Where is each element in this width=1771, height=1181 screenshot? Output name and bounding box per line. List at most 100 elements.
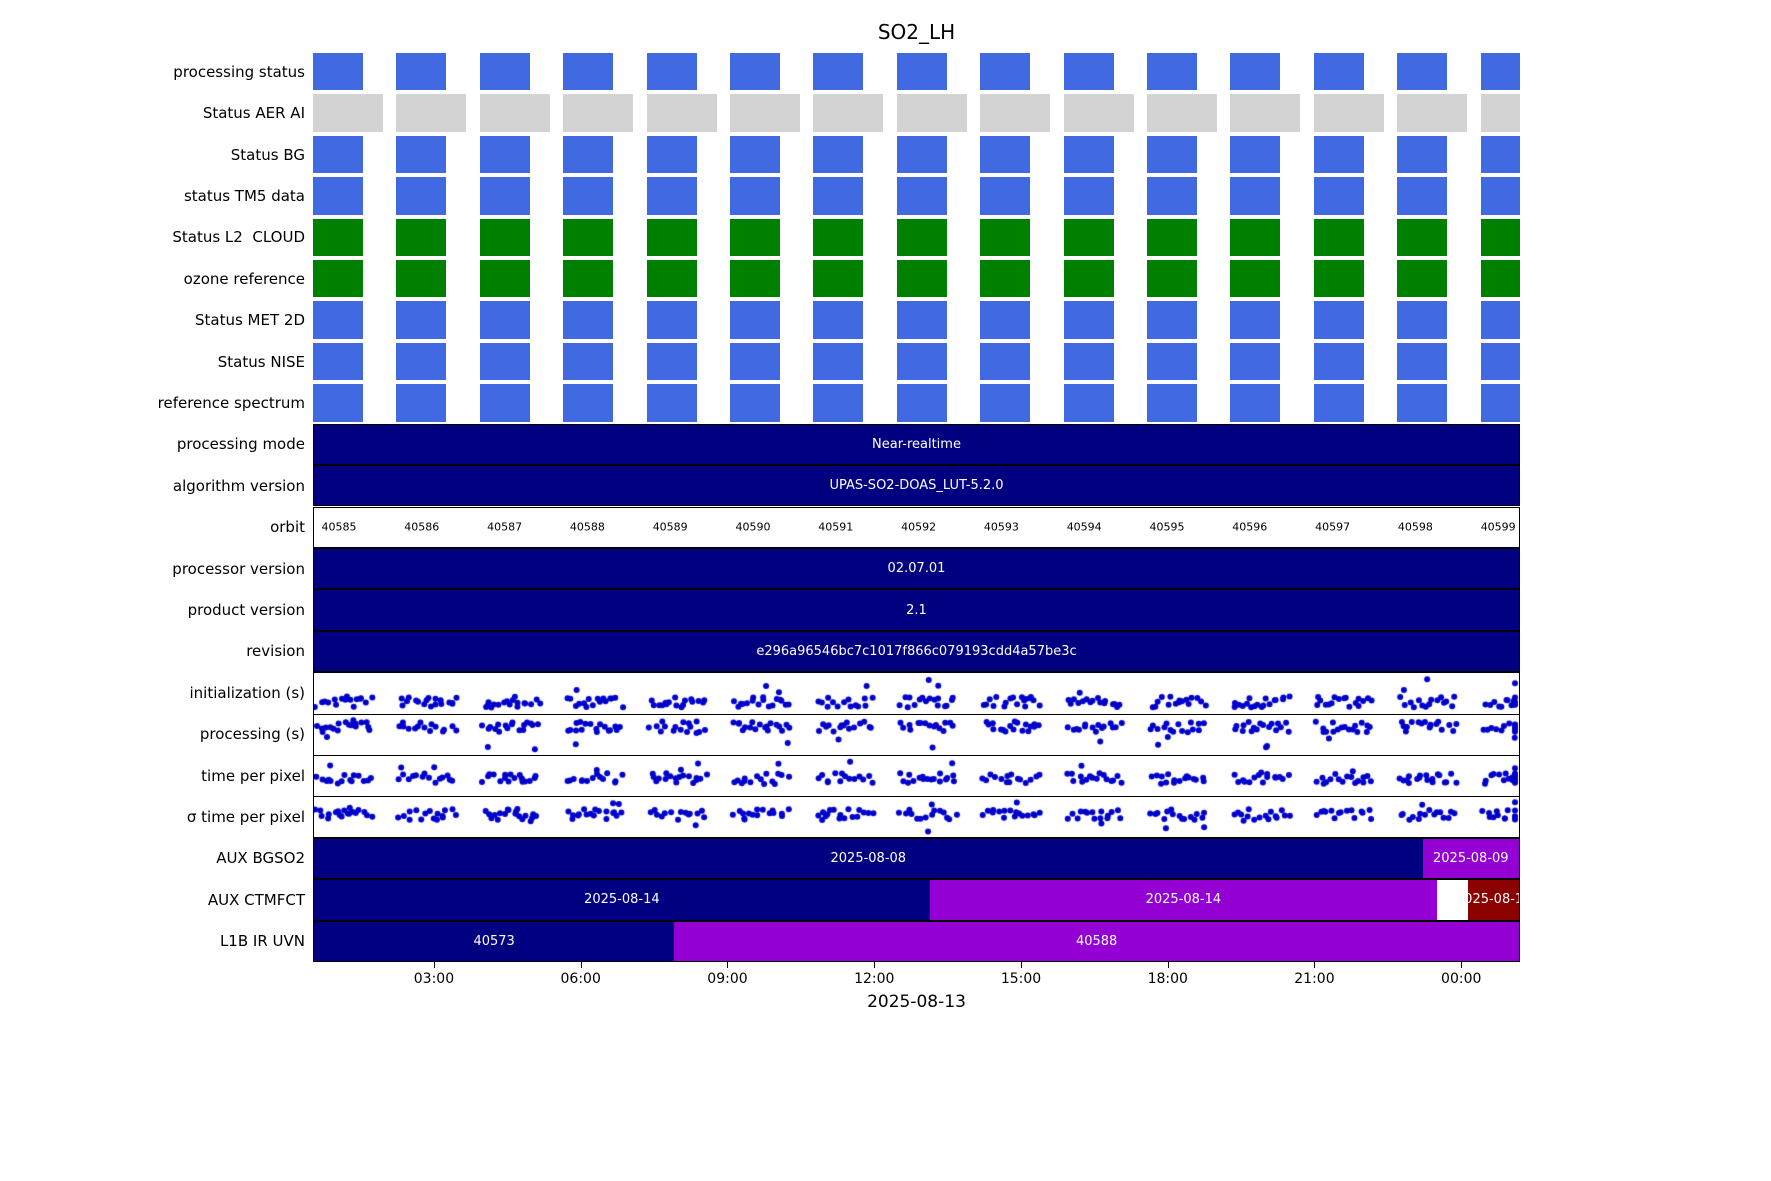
- status-block: [896, 135, 947, 174]
- status-block: [1063, 177, 1114, 215]
- status-block: [313, 135, 363, 174]
- status-block: [1230, 384, 1281, 422]
- x-axis-tick: [1021, 962, 1023, 968]
- segment-aux-bgso2: 2025-08-08: [314, 838, 1423, 879]
- status-block: [896, 218, 947, 257]
- row-revision: e296a96546bc7c1017f866c079193cdd4a57be3c: [313, 630, 1520, 673]
- row-label-reference-spectrum: reference spectrum: [157, 393, 305, 412]
- status-block: [896, 260, 947, 298]
- status-block: [563, 177, 614, 215]
- chart-title: SO2_LH: [877, 20, 956, 44]
- status-block: [396, 384, 447, 422]
- status-block: [396, 218, 447, 257]
- status-block: [563, 94, 634, 132]
- status-block: [1313, 135, 1364, 174]
- status-block: [396, 53, 447, 91]
- orbit-number: 40585: [321, 520, 357, 534]
- status-block: [1397, 218, 1448, 257]
- status-block: [1230, 301, 1281, 339]
- row-status-nise: [313, 341, 1520, 382]
- status-block: [313, 342, 363, 381]
- status-block: [980, 135, 1031, 174]
- status-block: [646, 384, 697, 422]
- status-block: [980, 218, 1031, 257]
- status-block: [980, 384, 1031, 422]
- segment-l1b-ir-uvn: 40588: [674, 921, 1519, 961]
- status-block: [730, 342, 780, 381]
- status-block: [313, 53, 363, 91]
- status-block: [1230, 53, 1281, 91]
- x-axis-tick-label: 15:00: [1000, 971, 1042, 987]
- status-block: [980, 94, 1051, 132]
- status-block: [313, 218, 363, 257]
- status-block: [730, 135, 780, 174]
- row-label-status-nise: Status NISE: [217, 352, 305, 371]
- status-block: [1313, 342, 1364, 381]
- row-label-ozone-reference: ozone reference: [183, 269, 305, 288]
- status-block: [646, 301, 697, 339]
- orbit-number: 40595: [1149, 520, 1185, 534]
- status-block: [980, 260, 1031, 298]
- orbit-number: 40596: [1232, 520, 1268, 534]
- status-block: [813, 53, 864, 91]
- status-block: [479, 301, 530, 339]
- status-block: [980, 301, 1031, 339]
- status-block: [730, 53, 780, 91]
- status-block: [730, 94, 800, 132]
- status-block: [1397, 342, 1448, 381]
- status-block: [563, 301, 614, 339]
- status-block: [1313, 53, 1364, 91]
- bar-processor-version: 02.07.01: [313, 547, 1520, 590]
- status-block: [813, 218, 864, 257]
- status-block: [896, 177, 947, 215]
- status-block: [1147, 301, 1197, 339]
- row-label-orbit: orbit: [270, 518, 305, 537]
- row-status-l2-cloud: [313, 217, 1520, 258]
- status-block: [563, 53, 614, 91]
- segments-aux-bgso2: 2025-08-08 2025-08-09: [313, 837, 1520, 880]
- x-axis-label: 2025-08-13: [867, 992, 966, 1012]
- status-block: [646, 177, 697, 215]
- status-block: [730, 384, 780, 422]
- segments-l1b-ir-uvn: 40573 40588: [313, 920, 1520, 962]
- row-label-aux-bgso2: AUX BGSO2: [216, 849, 305, 868]
- row-label-l1b-ir-uvn: L1B IR UVN: [219, 932, 305, 951]
- status-block: [1480, 342, 1520, 381]
- x-axis-tick: [1461, 962, 1463, 968]
- status-block: [730, 218, 780, 257]
- status-block: [479, 384, 530, 422]
- row-status-tm5-data: [313, 175, 1520, 216]
- status-block: [730, 301, 780, 339]
- status-block: [1063, 301, 1114, 339]
- status-block: [1480, 218, 1520, 257]
- status-block: [479, 94, 550, 132]
- status-block: [1063, 94, 1134, 132]
- status-block: [730, 260, 780, 298]
- status-block: [896, 301, 947, 339]
- row-aux-bgso2: 2025-08-08 2025-08-09: [313, 837, 1520, 880]
- orbit-number: 40599: [1480, 520, 1516, 534]
- row-ozone-reference: [313, 258, 1520, 299]
- status-block: [1147, 94, 1217, 132]
- status-block: [646, 218, 697, 257]
- status-block: [396, 135, 447, 174]
- status-block: [1397, 94, 1468, 132]
- status-block: [313, 177, 363, 215]
- orbit-number: 40597: [1315, 520, 1351, 534]
- status-block: [813, 94, 884, 132]
- status-block: [1313, 177, 1364, 215]
- status-block: [396, 301, 447, 339]
- row-reference-spectrum: [313, 382, 1520, 423]
- status-block: [896, 384, 947, 422]
- status-block: [396, 94, 467, 132]
- orbit-row: 40585 40586 40587 40588 40589 40590 40591 40592…: [313, 506, 1520, 548]
- status-block: [1063, 53, 1114, 91]
- status-block: [1480, 53, 1520, 91]
- status-block: [1230, 177, 1281, 215]
- status-block: [1313, 384, 1364, 422]
- status-block: [563, 260, 614, 298]
- status-block: [313, 301, 363, 339]
- status-block: [1230, 342, 1281, 381]
- status-block: [896, 342, 947, 381]
